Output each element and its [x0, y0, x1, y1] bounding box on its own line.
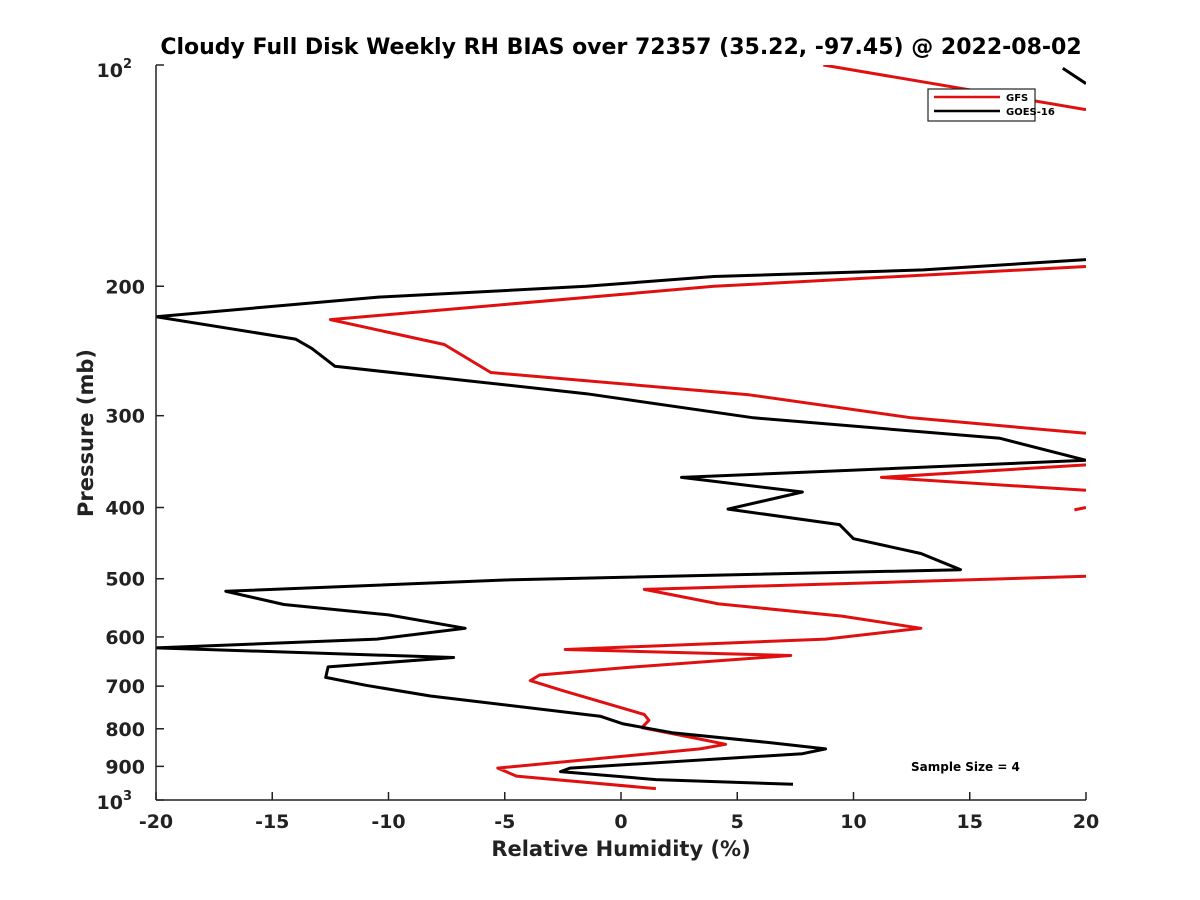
- y-top-tick-label: 102: [97, 57, 133, 82]
- y-tick-label: 400: [105, 498, 145, 520]
- y-tick-label: 200: [105, 276, 145, 298]
- x-tick-label: 5: [731, 811, 744, 833]
- x-tick-label: 20: [1073, 811, 1099, 833]
- y-tick-label: 600: [105, 627, 145, 649]
- series-line-gfs-4: [496, 574, 1086, 791]
- x-tick-label: -20: [139, 811, 173, 833]
- x-tick-label: 10: [840, 811, 866, 833]
- y-bottom-tick-exponent: 3: [123, 789, 132, 804]
- series-line-gfs-0: [823, 65, 1086, 112]
- legend-label-gfs: GFS: [1006, 93, 1028, 104]
- legend: GFS GOES-16: [927, 88, 1055, 122]
- x-tick-label: -5: [494, 811, 515, 833]
- y-tick-label: 700: [105, 676, 145, 698]
- series-line-gfs-1: [328, 265, 1086, 435]
- x-tick-label: 0: [614, 811, 627, 833]
- series-line-gfs-2: [879, 463, 1086, 492]
- y-tick-label: 500: [105, 569, 145, 591]
- x-tick-label: -15: [255, 811, 289, 833]
- y-top-tick-exponent: 2: [123, 57, 132, 72]
- series-layer: [156, 65, 1086, 791]
- y-tick-label: 800: [105, 719, 145, 741]
- sample-size-annotation: Sample Size = 4: [911, 760, 1020, 774]
- series-line-goes16-1: [156, 258, 1086, 786]
- x-axis-label: Relative Humidity (%): [491, 837, 750, 861]
- legend-box: [927, 88, 1036, 122]
- series-line-goes16-0: [1061, 66, 1086, 85]
- y-tick-label: 300: [105, 406, 145, 428]
- x-tick-label: 15: [957, 811, 983, 833]
- y-bottom-tick-label: 103: [97, 789, 133, 814]
- legend-label-goes16: GOES-16: [1006, 107, 1055, 118]
- y-tick-label: 900: [105, 756, 145, 778]
- ticks-layer: -20 -15 -10 -5 0 5 10 15 20 200 300 400 500 600 700 800…: [105, 64, 1099, 833]
- y-axis-label: Pressure (mb): [74, 349, 98, 517]
- series-line-gfs-3: [1074, 506, 1086, 512]
- x-tick-label: -10: [371, 811, 405, 833]
- chart-title: Cloudy Full Disk Weekly RH BIAS over 723…: [160, 35, 1081, 60]
